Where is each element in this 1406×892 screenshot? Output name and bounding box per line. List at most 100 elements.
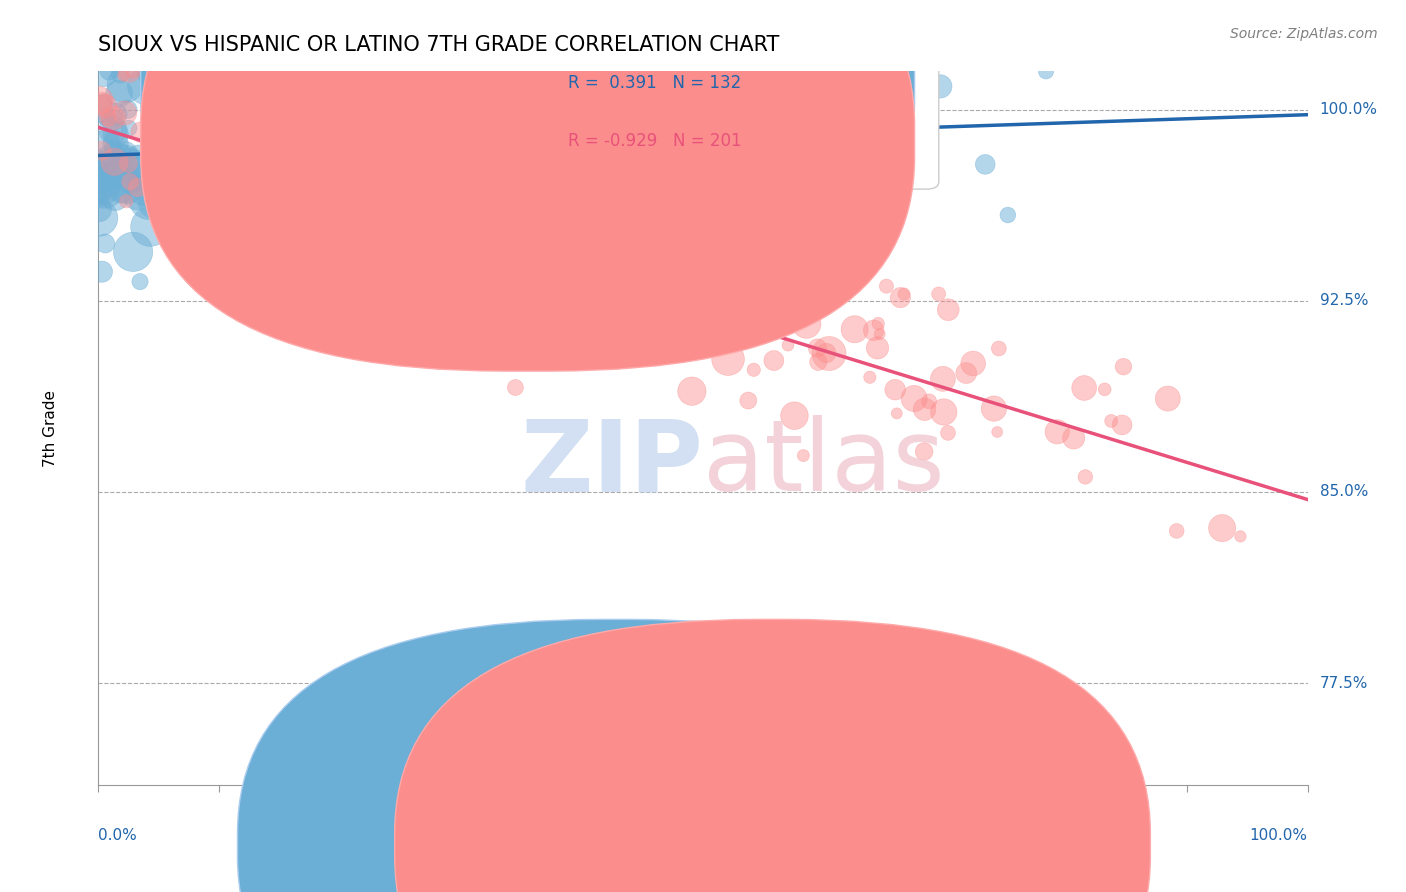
Point xyxy=(103,155,125,169)
Point xyxy=(89,202,111,217)
Point xyxy=(735,260,758,275)
Point xyxy=(156,120,179,135)
Point xyxy=(104,136,127,151)
Point xyxy=(530,294,553,309)
Point xyxy=(616,335,638,350)
Point xyxy=(478,292,501,306)
Text: 85.0%: 85.0% xyxy=(1320,484,1368,500)
Point xyxy=(322,258,344,272)
Point xyxy=(531,224,554,238)
Point xyxy=(93,95,115,109)
Point xyxy=(173,155,195,169)
Point xyxy=(357,254,380,268)
Text: 7th Grade: 7th Grade xyxy=(42,390,58,467)
Point xyxy=(463,168,485,182)
Point xyxy=(89,211,111,225)
Point xyxy=(183,240,205,254)
Point xyxy=(121,64,143,78)
Point xyxy=(170,88,193,103)
Point xyxy=(681,384,703,399)
Point xyxy=(315,177,337,191)
Point xyxy=(266,228,288,243)
Point xyxy=(915,106,938,120)
Point xyxy=(1111,417,1133,432)
Text: SIOUX VS HISPANIC OR LATINO 7TH GRADE CORRELATION CHART: SIOUX VS HISPANIC OR LATINO 7TH GRADE CO… xyxy=(98,35,780,54)
Point xyxy=(388,179,411,194)
Point xyxy=(163,72,186,87)
Point xyxy=(384,235,406,250)
Point xyxy=(765,309,787,323)
Point xyxy=(97,64,120,78)
Point xyxy=(697,223,720,237)
Point xyxy=(139,219,162,234)
Point xyxy=(112,69,135,83)
Point xyxy=(105,163,128,178)
Point xyxy=(860,151,883,165)
Point xyxy=(681,260,703,275)
Point xyxy=(246,109,269,123)
Point xyxy=(439,199,461,213)
Point xyxy=(626,203,648,218)
Point xyxy=(316,178,339,192)
Point xyxy=(564,254,586,268)
Text: 92.5%: 92.5% xyxy=(1320,293,1368,309)
Point xyxy=(198,150,221,164)
Text: R = -0.929   N = 201: R = -0.929 N = 201 xyxy=(568,132,741,150)
Point xyxy=(610,278,633,293)
Point xyxy=(479,186,502,201)
Point xyxy=(602,272,624,286)
Point xyxy=(997,208,1019,222)
Point xyxy=(408,149,430,163)
Point xyxy=(87,165,110,179)
Text: 0.0%: 0.0% xyxy=(98,828,138,843)
Point xyxy=(193,143,215,157)
Point xyxy=(859,370,882,384)
Point xyxy=(384,166,406,180)
Point xyxy=(90,265,112,279)
Point xyxy=(962,356,984,370)
Point xyxy=(472,202,495,217)
FancyBboxPatch shape xyxy=(238,619,993,892)
Point xyxy=(645,310,668,324)
Point xyxy=(215,153,238,168)
Point xyxy=(1063,431,1085,445)
Point xyxy=(131,125,153,139)
Point xyxy=(231,181,253,195)
Point xyxy=(792,282,814,296)
Point xyxy=(875,279,897,293)
Point xyxy=(318,122,340,136)
Point xyxy=(280,124,302,138)
Point xyxy=(87,182,110,196)
Point xyxy=(806,341,828,355)
Point xyxy=(225,184,247,198)
Point xyxy=(470,106,492,120)
FancyBboxPatch shape xyxy=(141,0,915,371)
Point xyxy=(394,136,416,151)
Point xyxy=(204,194,226,209)
Point xyxy=(217,216,239,230)
Point xyxy=(433,128,456,143)
Point xyxy=(463,268,485,283)
Point xyxy=(392,211,415,225)
Point xyxy=(141,64,163,78)
Text: ZIP: ZIP xyxy=(520,416,703,512)
Point xyxy=(222,101,245,115)
Point xyxy=(115,152,138,166)
Point xyxy=(292,206,315,220)
Point xyxy=(741,204,763,219)
Point xyxy=(411,248,433,262)
Point xyxy=(100,155,122,169)
Point xyxy=(239,164,262,178)
Point xyxy=(96,155,118,169)
Point xyxy=(429,243,451,257)
Point xyxy=(104,107,127,121)
Point xyxy=(274,189,297,203)
Point xyxy=(94,99,117,113)
Point xyxy=(212,157,235,171)
Point xyxy=(903,392,925,406)
Point xyxy=(253,93,276,107)
Point xyxy=(936,425,959,440)
Point xyxy=(127,189,149,203)
Point xyxy=(633,294,655,309)
Point xyxy=(89,154,111,169)
